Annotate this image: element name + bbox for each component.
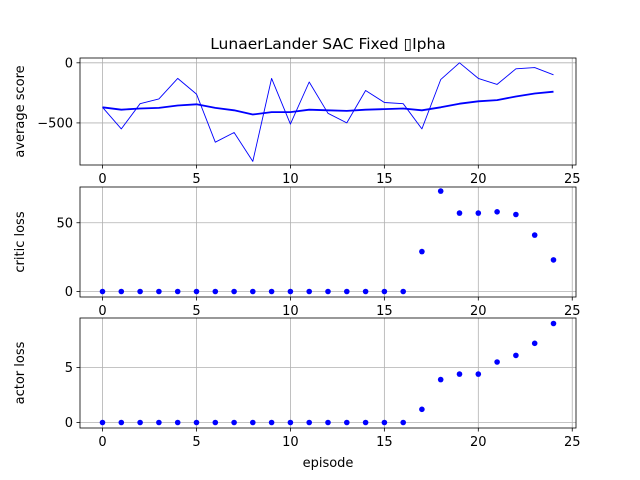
actor-loss-point — [212, 419, 219, 426]
average-score-marks — [102, 62, 554, 162]
actor-loss-point — [419, 406, 425, 413]
critic-loss-point — [137, 288, 143, 295]
critic-loss-point — [362, 288, 369, 295]
critic-loss-point — [306, 288, 313, 295]
actor-loss-point — [475, 371, 482, 377]
critic-loss-xtick-label: 15 — [376, 304, 393, 319]
critic-loss-marks — [99, 188, 557, 295]
actor-loss-point — [250, 419, 256, 426]
critic-loss-ticks: 0 5 10 15 20 25 0 50 — [56, 216, 580, 319]
actor-loss-point — [513, 352, 519, 359]
actor-loss-xtick-label: 20 — [470, 435, 487, 450]
critic-loss-point — [250, 288, 256, 295]
critic-loss-xtick-label: 0 — [98, 304, 106, 319]
critic-loss-point — [118, 288, 125, 295]
actor-loss-point — [99, 419, 106, 426]
critic-loss-point — [174, 288, 181, 295]
actor-loss-point — [344, 419, 350, 426]
critic-loss-xtick-label: 10 — [282, 304, 299, 319]
critic-loss-xtick-label: 5 — [192, 304, 200, 319]
critic-loss-point — [268, 288, 275, 295]
actor-loss-point — [494, 359, 500, 365]
actor-loss-point — [118, 419, 125, 426]
actor-loss-point — [268, 419, 275, 426]
average-score-series-line-1 — [102, 90, 554, 116]
actor-loss-marks — [99, 320, 557, 426]
critic-loss-point — [400, 288, 407, 295]
critic-loss-frame — [79, 186, 577, 298]
average-score-xtick-label: 5 — [192, 172, 200, 187]
actor-loss-plot: 0 5 10 15 20 25 0 5 actor loss episode — [13, 317, 581, 471]
actor-loss-point — [437, 376, 444, 383]
critic-loss-point — [325, 288, 331, 295]
actor-loss-point — [306, 419, 313, 426]
average-score-xtick-label: 15 — [376, 172, 393, 187]
actor-loss-xtick-label: 15 — [376, 435, 393, 450]
critic-loss-grid — [80, 187, 576, 297]
actor-loss-xtick-label: 10 — [282, 435, 299, 450]
average-score-series-line-0 — [102, 62, 554, 162]
critic-loss-point — [212, 288, 219, 295]
actor-loss-point — [193, 419, 200, 426]
actor-loss-point — [287, 419, 294, 426]
average-score-grid — [80, 58, 576, 165]
critic-loss-point — [494, 209, 500, 215]
actor-loss-ylabel: actor loss — [13, 341, 28, 404]
average-score-plot: 0 5 10 15 20 25 −500 0 average score — [13, 56, 581, 187]
actor-loss-point — [400, 419, 407, 426]
episode-xlabel: episode — [303, 456, 354, 471]
actor-loss-ytick-label: 0 — [65, 416, 73, 431]
critic-loss-xtick-label: 25 — [564, 304, 581, 319]
actor-loss-grid — [80, 318, 576, 428]
actor-loss-point — [325, 419, 331, 426]
critic-loss-ytick-label: 0 — [65, 285, 73, 300]
critic-loss-point — [156, 288, 162, 295]
actor-loss-point — [231, 419, 237, 426]
critic-loss-point — [231, 288, 237, 295]
actor-loss-point — [381, 419, 388, 426]
critic-loss-point — [99, 288, 106, 295]
average-score-ticks: 0 5 10 15 20 25 −500 0 — [37, 56, 580, 187]
critic-loss-point — [344, 288, 350, 295]
critic-loss-point — [456, 210, 463, 216]
actor-loss-point — [362, 419, 369, 426]
actor-loss-point — [550, 320, 557, 327]
actor-loss-point — [137, 419, 143, 426]
critic-loss-point — [475, 210, 482, 216]
critic-loss-ylabel: critic loss — [13, 211, 28, 272]
critic-loss-point — [531, 232, 538, 238]
critic-loss-plot: 0 5 10 15 20 25 0 50 critic loss — [13, 186, 581, 319]
actor-loss-point — [456, 371, 463, 377]
average-score-frame — [79, 57, 577, 166]
average-score-xtick-label: 0 — [98, 172, 106, 187]
actor-loss-point — [174, 419, 181, 426]
critic-loss-point — [437, 188, 444, 194]
critic-loss-point — [193, 288, 200, 295]
average-score-ytick-label: 0 — [65, 56, 73, 71]
critic-loss-point — [287, 288, 294, 295]
actor-loss-xtick-label: 25 — [564, 435, 581, 450]
critic-loss-xtick-label: 20 — [470, 304, 487, 319]
critic-loss-point — [419, 248, 425, 255]
critic-loss-point — [381, 288, 388, 295]
critic-loss-point — [513, 211, 519, 218]
average-score-xtick-label: 10 — [282, 172, 299, 187]
actor-loss-point — [531, 340, 538, 347]
actor-loss-xtick-label: 5 — [192, 435, 200, 450]
actor-loss-point — [156, 419, 162, 426]
actor-loss-frame — [79, 317, 577, 429]
average-score-xtick-label: 20 — [470, 172, 487, 187]
critic-loss-ytick-label: 50 — [56, 216, 73, 231]
average-score-ylabel: average score — [13, 65, 28, 157]
average-score-xtick-label: 25 — [564, 172, 581, 187]
critic-loss-point — [550, 257, 557, 263]
average-score-ytick-label: −500 — [37, 116, 73, 131]
actor-loss-xtick-label: 0 — [98, 435, 106, 450]
actor-loss-ticks: 0 5 10 15 20 25 0 5 — [65, 361, 581, 450]
chart-title: LunaerLander SAC Fixed ▯Ipha — [210, 35, 446, 53]
actor-loss-ytick-label: 5 — [65, 361, 73, 376]
